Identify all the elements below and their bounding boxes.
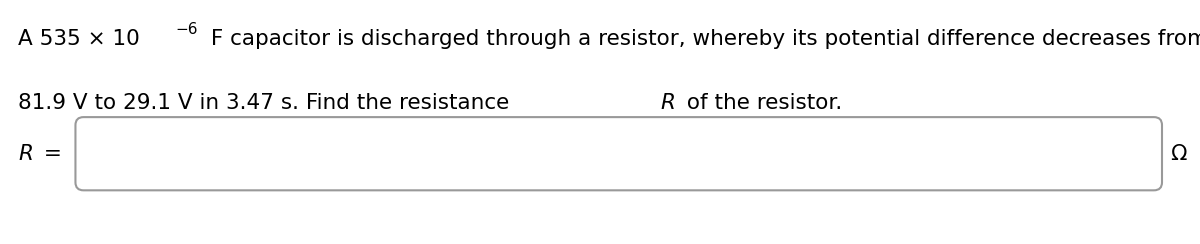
FancyBboxPatch shape	[76, 117, 1162, 190]
Text: −6: −6	[175, 22, 198, 37]
Text: of the resistor.: of the resistor.	[680, 93, 842, 113]
Text: R: R	[18, 144, 34, 164]
Text: =: =	[37, 144, 62, 164]
Text: R: R	[661, 93, 676, 113]
Text: A 535 × 10: A 535 × 10	[18, 29, 139, 49]
Text: 81.9 V to 29.1 V in 3.47 s. Find the resistance: 81.9 V to 29.1 V in 3.47 s. Find the res…	[18, 93, 516, 113]
Text: F capacitor is discharged through a resistor, whereby its potential difference d: F capacitor is discharged through a resi…	[204, 29, 1200, 49]
Text: Ω: Ω	[1170, 144, 1187, 164]
